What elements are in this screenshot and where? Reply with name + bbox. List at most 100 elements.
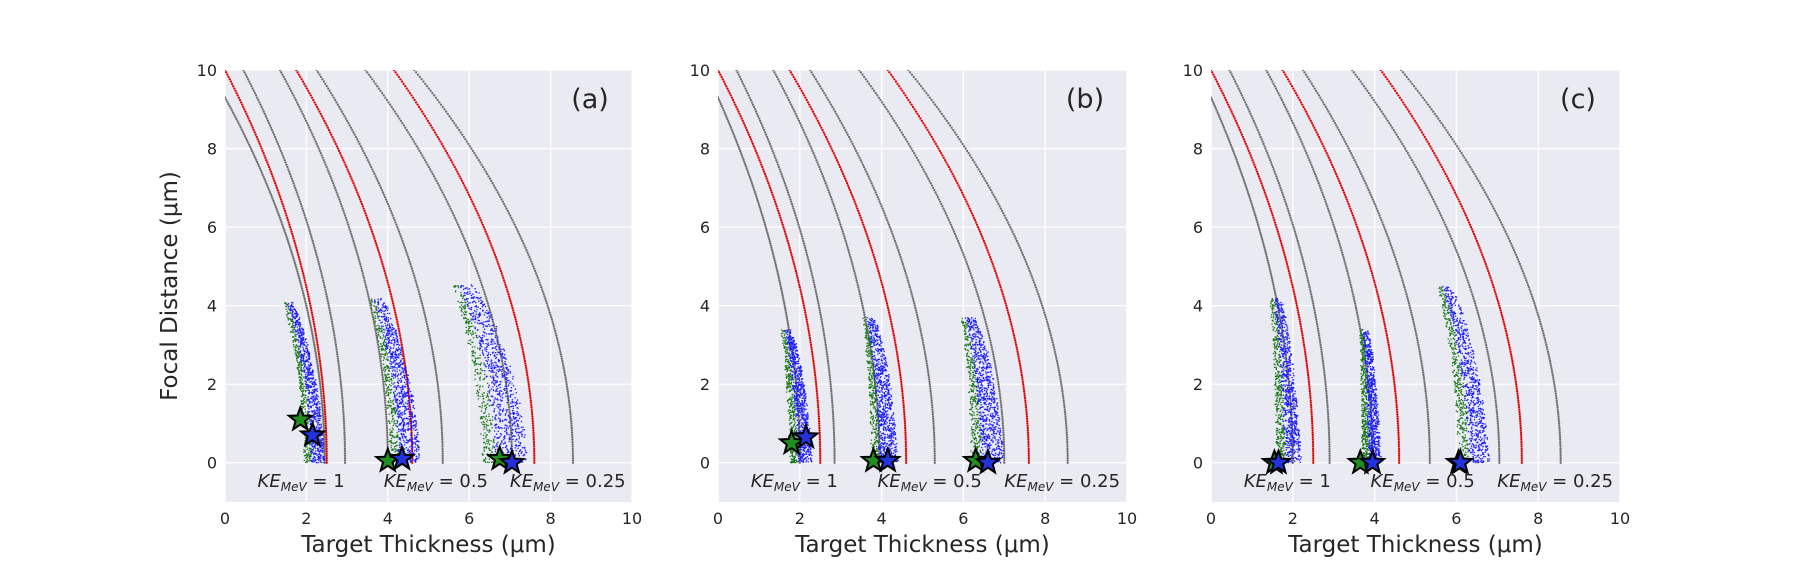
gray-curve-dot bbox=[760, 212, 763, 215]
blue-point bbox=[509, 394, 512, 397]
red-curve-dot bbox=[447, 154, 450, 157]
red-curve-dot bbox=[355, 188, 358, 192]
x-tick-label: 6 bbox=[464, 509, 474, 528]
blue-point bbox=[316, 410, 319, 412]
blue-point bbox=[517, 447, 519, 449]
blue-point bbox=[304, 360, 307, 363]
red-curve-dot bbox=[398, 332, 401, 335]
blue-point bbox=[401, 393, 403, 395]
blue-point bbox=[300, 358, 302, 360]
gray-curve-dot bbox=[376, 179, 379, 183]
green-point bbox=[294, 346, 297, 348]
green-point bbox=[289, 318, 292, 320]
green-point bbox=[373, 311, 375, 313]
gray-curve-dot bbox=[294, 186, 297, 189]
green-point bbox=[474, 378, 476, 381]
red-curve-dot bbox=[299, 262, 302, 266]
blue-point bbox=[507, 398, 509, 400]
blue-point bbox=[490, 343, 492, 345]
gray-curve-dot bbox=[311, 334, 314, 338]
red-curve-dot bbox=[238, 98, 242, 102]
blue-point bbox=[307, 396, 309, 398]
green-point bbox=[485, 396, 488, 398]
gray-curve-dot bbox=[281, 73, 284, 76]
blue-point bbox=[298, 345, 301, 348]
red-curve-dot bbox=[410, 94, 413, 97]
gray-curve-dot bbox=[421, 304, 424, 307]
blue-point bbox=[496, 405, 498, 407]
blue-point bbox=[398, 357, 400, 359]
blue-point bbox=[483, 328, 486, 330]
green-point bbox=[396, 452, 399, 455]
blue-point bbox=[312, 391, 315, 394]
gray-curve-dot bbox=[303, 117, 307, 120]
y-tick-label: 4 bbox=[207, 297, 217, 316]
gray-curve-dot bbox=[340, 205, 343, 208]
gray-curve-dot bbox=[476, 156, 479, 159]
blue-point bbox=[505, 387, 508, 390]
gray-curve-dot bbox=[241, 130, 245, 134]
red-curve-dot bbox=[520, 343, 523, 347]
blue-point bbox=[290, 307, 292, 309]
gray-curve-dot bbox=[767, 235, 770, 239]
red-curve-dot bbox=[369, 225, 372, 229]
gray-curve-dot bbox=[510, 436, 513, 439]
blue-point bbox=[470, 314, 472, 316]
red-curve-dot bbox=[225, 71, 228, 74]
gray-curve bbox=[315, 70, 444, 464]
blue-point bbox=[406, 391, 409, 393]
gray-curve-dot bbox=[296, 270, 299, 273]
gray-curve-dot bbox=[318, 149, 321, 153]
green-point bbox=[485, 415, 488, 417]
blue-point bbox=[314, 453, 317, 455]
gray-curve-dot bbox=[451, 212, 454, 215]
gray-curve-dot bbox=[326, 297, 329, 300]
blue-point bbox=[400, 433, 403, 435]
blue-point bbox=[478, 312, 481, 314]
blue-point bbox=[401, 355, 404, 357]
gray-curve-dot bbox=[510, 443, 513, 446]
red-curve-dot bbox=[325, 447, 328, 451]
green-point bbox=[464, 310, 466, 312]
blue-point bbox=[514, 428, 517, 431]
blue-point bbox=[482, 304, 484, 306]
gray-curve-dot bbox=[464, 138, 467, 141]
gray-curve-dot bbox=[289, 89, 293, 92]
red-curve-dot bbox=[478, 216, 481, 220]
green-point bbox=[491, 461, 494, 463]
gray-curve-dot bbox=[225, 96, 227, 99]
gray-curve-dot bbox=[313, 138, 316, 141]
gray-curve-dot bbox=[305, 219, 308, 222]
blue-point bbox=[475, 313, 477, 315]
plot-content bbox=[225, 70, 575, 464]
red-curve-dot bbox=[244, 110, 247, 113]
blue-point bbox=[309, 419, 312, 421]
gray-curve-dot bbox=[352, 131, 355, 134]
gray-curve-dot bbox=[426, 163, 429, 166]
energy-annotation-sub: MeV bbox=[533, 480, 560, 494]
blue-point bbox=[476, 322, 479, 324]
blue-point bbox=[394, 341, 396, 343]
gray-curve-dot bbox=[295, 191, 299, 194]
red-curve-dot bbox=[391, 299, 394, 303]
blue-point bbox=[396, 381, 399, 383]
blue-point bbox=[403, 418, 405, 420]
blue-point bbox=[502, 419, 504, 422]
green-point bbox=[286, 310, 288, 313]
green-point bbox=[374, 315, 377, 317]
gray-curve-dot bbox=[332, 327, 335, 330]
blue-point bbox=[507, 384, 510, 387]
blue-point bbox=[383, 313, 385, 315]
gray-curve-dot bbox=[483, 168, 486, 171]
gray-curve-dot bbox=[540, 288, 544, 291]
red-curve-dot bbox=[417, 105, 421, 109]
gray-curve-dot bbox=[487, 175, 490, 178]
red-curve-dot bbox=[274, 182, 277, 185]
gray-curve-dot bbox=[385, 417, 388, 420]
energy-annotation-main: KE bbox=[510, 471, 534, 492]
blue-point bbox=[409, 446, 411, 448]
gray-curve-dot bbox=[439, 408, 442, 411]
gray-curve-dot bbox=[322, 420, 325, 424]
gray-curve-dot bbox=[307, 225, 310, 229]
red-curve-dot bbox=[470, 198, 473, 201]
